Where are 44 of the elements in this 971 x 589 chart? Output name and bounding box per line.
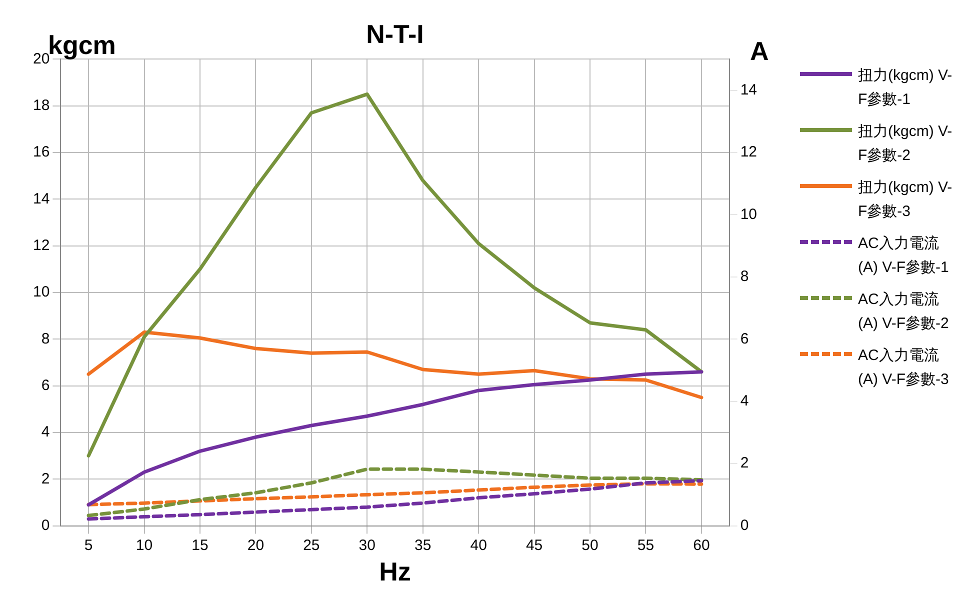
legend-label: 扭力(kgcm) V-F參數-3 <box>858 178 954 222</box>
y-tick-label: 2 <box>41 470 50 488</box>
y2-tick-label: 12 <box>740 144 758 161</box>
y-tick-label: 18 <box>32 97 50 114</box>
legend-label: AC入力電流(A) V-F參數-2 <box>858 290 950 334</box>
y2-axis-title: A <box>750 36 769 67</box>
x-tick-label: 60 <box>693 536 710 554</box>
x-tick-label: 20 <box>247 536 264 554</box>
y-axis-title: kgcm <box>48 30 116 60</box>
y-tick-label: 6 <box>41 376 50 394</box>
x-tick-label: 25 <box>303 536 320 554</box>
legend-label: AC入力電流(A) V-F參數-3 <box>858 346 950 390</box>
y-tick-label: 20 <box>32 50 50 68</box>
chart-title: N-T-I <box>366 18 424 49</box>
y-tick-label: 16 <box>32 144 50 161</box>
y2-tick-label: 6 <box>740 330 749 348</box>
line-series <box>86 467 704 518</box>
y-tick-label: 10 <box>32 284 50 301</box>
legend-label: 扭力(kgcm) V-F參數-2 <box>858 122 954 166</box>
x-tick-label: 35 <box>414 536 432 554</box>
y2-tick-label: 4 <box>740 392 749 410</box>
x-tick-label: 55 <box>637 536 654 554</box>
y-tick-label: 0 <box>41 516 50 534</box>
legend-label: AC入力電流(A) V-F參數-1 <box>858 234 950 278</box>
line-series <box>86 478 704 521</box>
y-tick-label: 4 <box>41 424 50 441</box>
y-tick-label: 12 <box>32 236 50 254</box>
x-tick-label: 50 <box>582 536 598 554</box>
y-tick-label: 14 <box>32 190 50 208</box>
x-tick-label: 15 <box>192 536 208 554</box>
y2-tick-label: 14 <box>740 81 758 98</box>
y2-tick-label: 0 <box>740 516 749 534</box>
y2-tick-label: 10 <box>740 206 758 223</box>
line-series <box>86 482 704 506</box>
legend-label: 扭力(kgcm) V-F參數-1 <box>858 66 954 110</box>
y-tick-label: 8 <box>41 330 50 348</box>
y2-tick-label: 8 <box>740 268 749 286</box>
x-tick-label: 30 <box>358 536 376 554</box>
x-tick-label: 5 <box>84 536 93 554</box>
x-tick-label: 40 <box>470 536 487 554</box>
y2-tick-label: 2 <box>740 454 749 472</box>
x-tick-label: 10 <box>136 536 153 554</box>
x-tick-label: 45 <box>526 536 543 554</box>
x-axis-title: Hz <box>379 556 411 587</box>
